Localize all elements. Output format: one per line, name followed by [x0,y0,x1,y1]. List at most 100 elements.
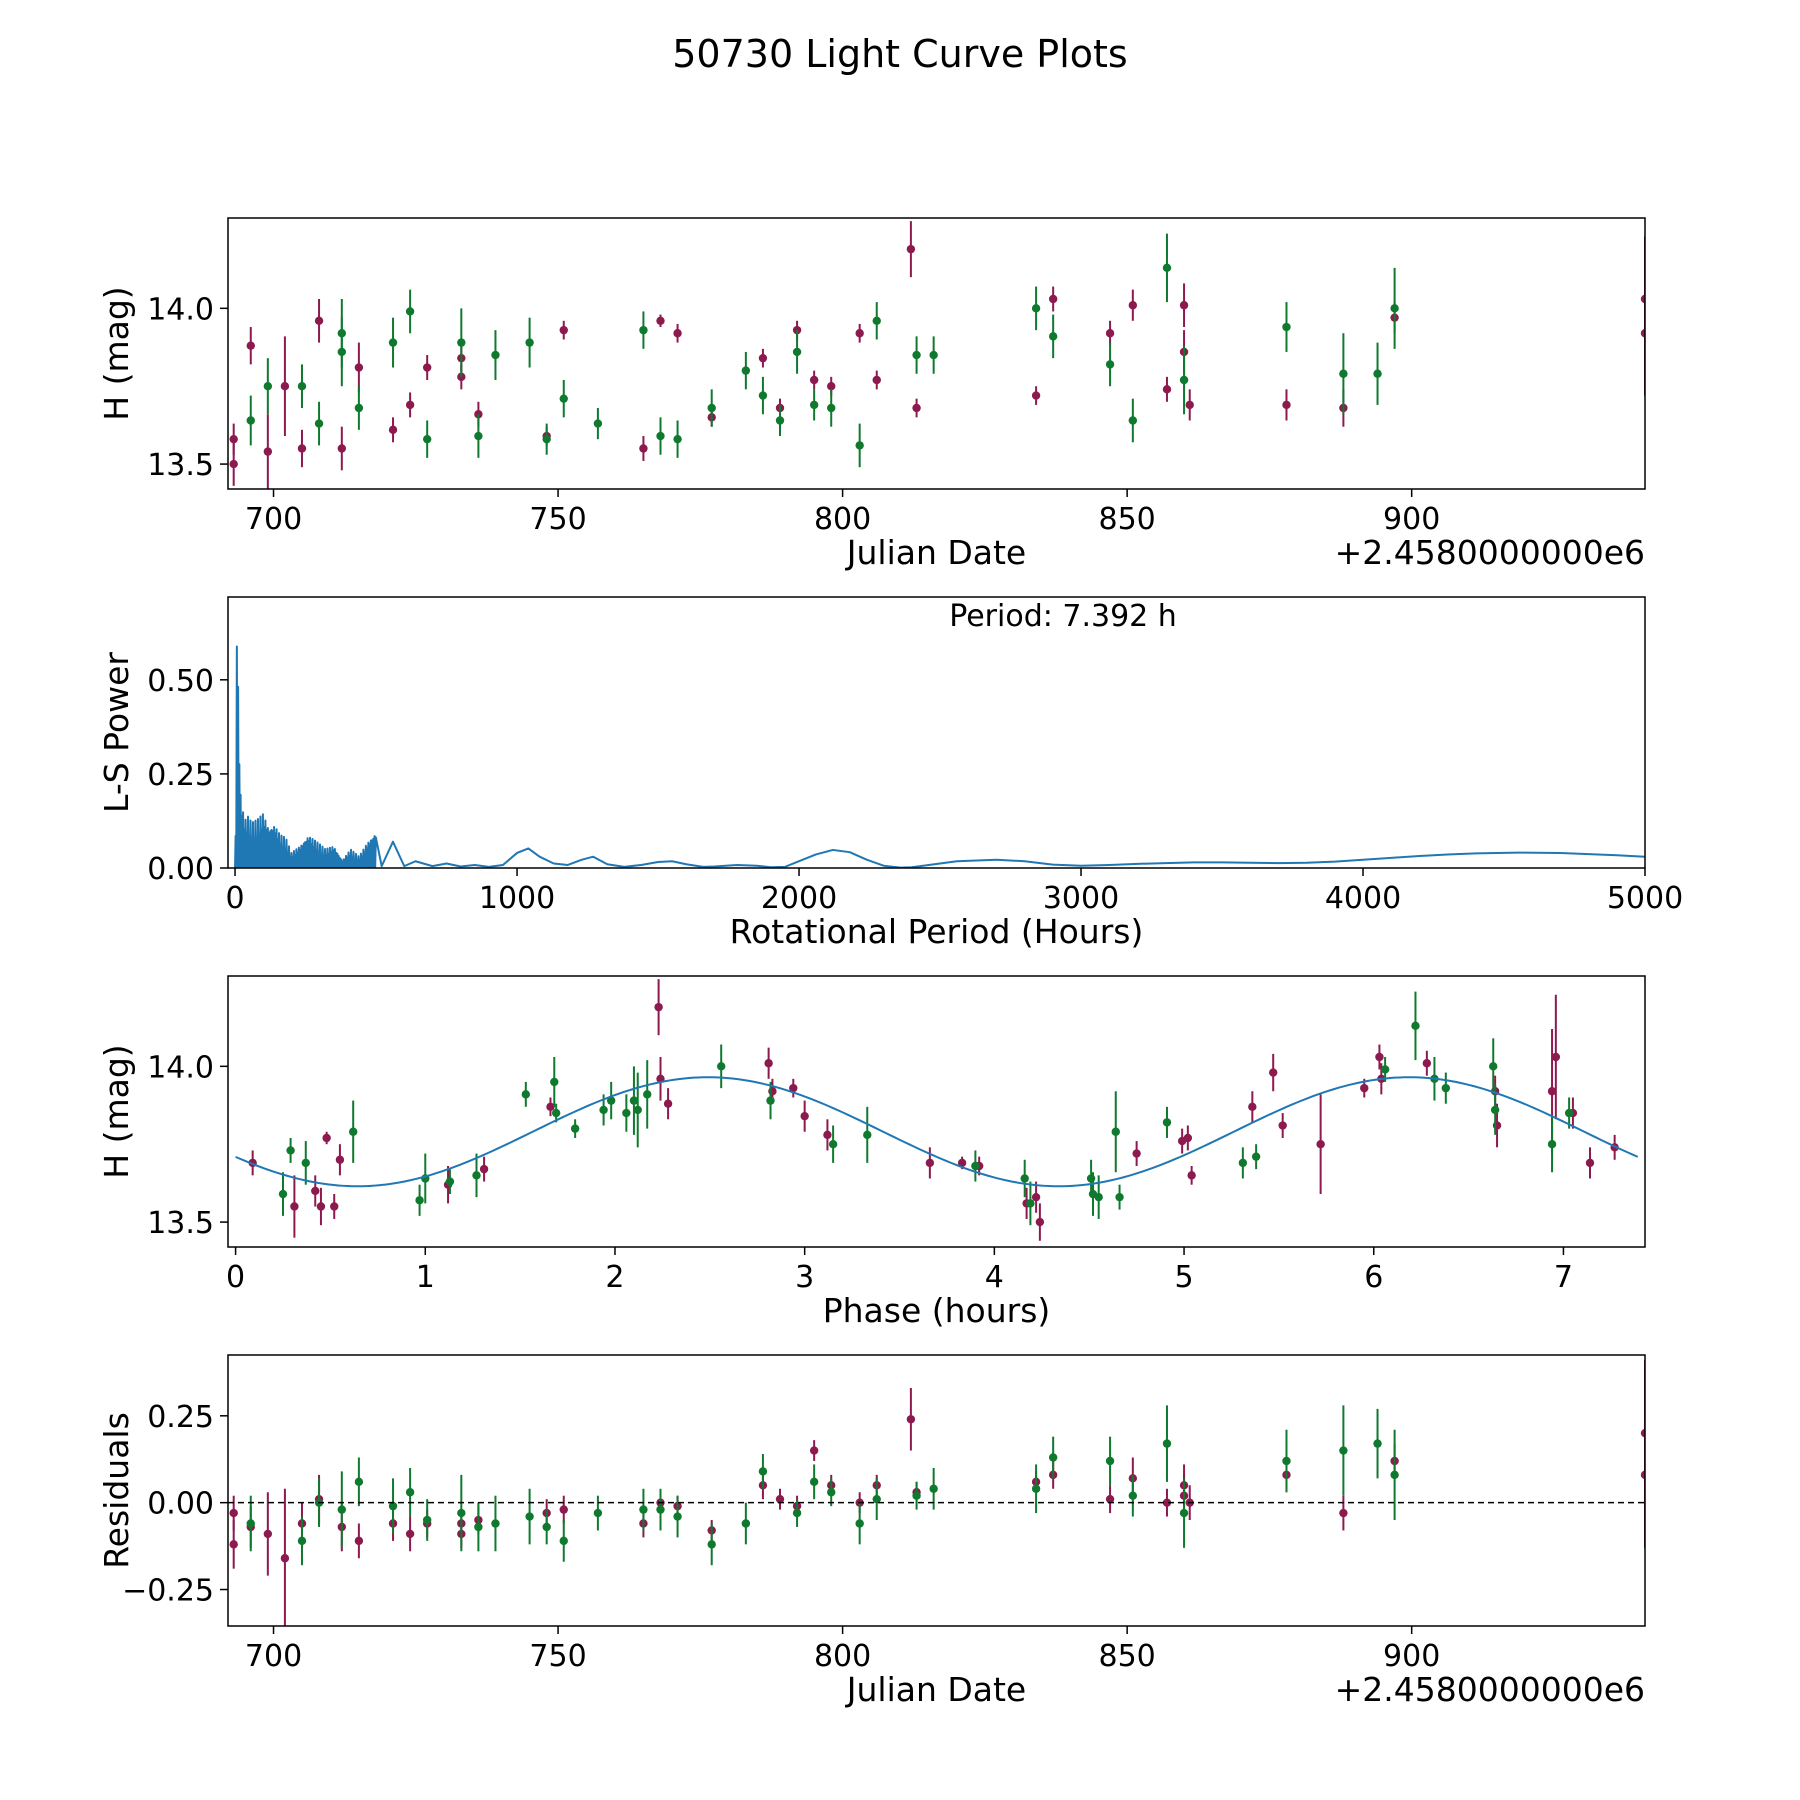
data-point [297,382,307,391]
series-filter-a [229,1360,1645,1626]
data-point [1031,391,1041,400]
data-point [263,1529,273,1539]
data-point [388,1501,398,1511]
data-point [246,341,255,350]
data-point [768,1087,777,1096]
data-point [925,1158,935,1168]
x-tick-label: 2 [605,1260,624,1295]
data-point [405,307,415,316]
data-point [1128,301,1138,310]
data-point [280,382,290,391]
data-point [673,329,682,338]
data-point [474,1522,483,1532]
data-point [297,1536,307,1546]
data-point [525,338,534,347]
data-point [314,316,324,325]
data-point [906,244,916,254]
data-point [542,1522,551,1532]
data-point [1105,1456,1115,1466]
data-point [1048,1453,1058,1462]
data-point [1551,1052,1561,1062]
data-point [286,1146,295,1155]
data-point [1269,1068,1278,1077]
data-point [929,1484,938,1493]
data-point [542,434,551,444]
data-point [593,419,603,428]
data-point [479,1164,489,1174]
y-axis-label: H (mag) [97,1044,136,1178]
x-tick-label: 3000 [1043,881,1119,916]
data-point [559,1505,568,1514]
data-point [855,441,864,450]
data-point [639,1505,648,1514]
data-point [656,1505,665,1514]
data-point [1411,1021,1420,1031]
data-point [405,1488,415,1497]
plot-frame [227,975,1646,1248]
x-tick-label: 850 [1099,1639,1156,1674]
data-point [1316,1140,1325,1149]
x-tick-label: 750 [529,1639,586,1674]
data-point [1390,304,1399,313]
data-point [1187,1171,1196,1180]
data-point [229,1540,238,1549]
data-point [775,1494,785,1504]
data-point [314,419,324,428]
data-point [1128,1491,1138,1500]
data-point [1278,1121,1287,1130]
data-point [1162,1439,1172,1448]
light-curve-panel: 700 750 800 850 900 13.5 14.0 Julian Date H (mag… [97,217,1646,572]
data-point [354,363,364,372]
model-fit-curve [235,1076,1639,1188]
data-point [297,444,307,453]
data-point [354,403,364,413]
data-point [1251,1152,1261,1161]
data-point [388,338,398,347]
data-point [599,1105,608,1115]
data-point [337,444,347,453]
data-point [1441,1083,1451,1093]
data-point [639,444,648,453]
data-point [311,1186,320,1196]
data-point [855,329,864,338]
data-point [1162,385,1172,394]
data-point [335,1155,345,1164]
data-point [1048,332,1058,341]
data-point [1115,1192,1124,1202]
x-axis-label: Julian Date [845,1670,1027,1709]
data-point [792,1508,802,1518]
data-point [322,1133,331,1143]
data-point [828,1140,838,1149]
data-point [405,400,415,410]
data-point [559,394,568,403]
data-point [457,1508,466,1518]
data-point [800,1111,809,1121]
data-layer [228,1360,1645,1626]
data-point [229,434,238,444]
data-point [1105,360,1115,369]
data-point [971,1161,980,1171]
data-point [639,325,648,335]
data-layer [235,979,1639,1241]
x-tick-label: 4 [985,1260,1004,1295]
data-point [1031,1192,1041,1202]
y-tick-label: 0.25 [147,758,214,793]
data-point [491,1519,500,1528]
data-point [863,1130,872,1140]
data-point [912,1491,921,1500]
data-point [766,1096,775,1105]
data-point [1132,1149,1141,1158]
data-point [1375,1052,1384,1062]
series-filter-a [229,221,1645,489]
x-tick-label: 800 [814,1639,871,1674]
data-point [809,400,819,410]
data-point [1339,1446,1348,1455]
data-point [809,1477,819,1487]
data-point [593,1508,603,1518]
data-point [1640,294,1645,304]
data-point [330,1202,339,1211]
data-point [855,1519,864,1528]
data-point [551,1108,561,1118]
data-point [422,1515,432,1525]
data-point [1492,1121,1502,1130]
